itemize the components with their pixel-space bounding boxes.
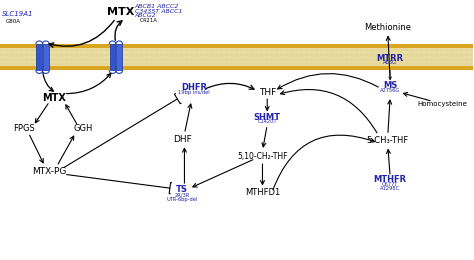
Text: SHMT: SHMT (254, 113, 281, 121)
Bar (0, 44, 473, 70)
Text: MTHFD1: MTHFD1 (245, 188, 280, 197)
Text: MTHFR: MTHFR (374, 175, 407, 184)
Text: C677T: C677T (382, 181, 398, 187)
Bar (109, 44, 115, 70)
Text: MTRR: MTRR (377, 54, 404, 63)
Text: TS: TS (176, 185, 188, 194)
Text: FPGS: FPGS (13, 124, 35, 133)
Text: C3435T ABCC1: C3435T ABCC1 (135, 9, 182, 14)
Text: SLC19A1: SLC19A1 (2, 11, 34, 17)
Text: DHFR: DHFR (181, 83, 207, 92)
Text: MTX: MTX (107, 7, 134, 17)
Bar (116, 44, 122, 70)
Text: 2R/3R: 2R/3R (174, 192, 190, 198)
Text: 19bp ins/del: 19bp ins/del (178, 90, 210, 95)
Text: Homocysteine: Homocysteine (417, 101, 467, 107)
Text: UTR-6bp-del: UTR-6bp-del (166, 197, 198, 202)
Text: A2756G: A2756G (380, 88, 401, 93)
Text: THF: THF (259, 88, 276, 97)
Text: DHF: DHF (173, 135, 191, 144)
Text: MS: MS (383, 81, 397, 90)
Bar (36, 44, 42, 70)
Text: MTX: MTX (43, 93, 66, 102)
Text: GGH: GGH (73, 124, 92, 133)
Text: A1298C: A1298C (380, 186, 400, 191)
Text: C421A: C421A (139, 18, 157, 23)
Text: G80A: G80A (6, 19, 21, 24)
Text: MTX-PG: MTX-PG (33, 167, 67, 176)
Text: ABCB1 ABCC2: ABCB1 ABCC2 (135, 4, 179, 9)
Text: 5,10-CH₂-THF: 5,10-CH₂-THF (237, 152, 288, 160)
Text: A66G: A66G (383, 60, 397, 66)
Bar (43, 44, 49, 70)
Text: ABCG2: ABCG2 (135, 13, 156, 18)
Text: 5-CH₃-THF: 5-CH₃-THF (367, 136, 409, 145)
Bar (0, 48, 473, 66)
Text: C1420T: C1420T (257, 119, 277, 124)
Text: Methionine: Methionine (365, 23, 411, 32)
